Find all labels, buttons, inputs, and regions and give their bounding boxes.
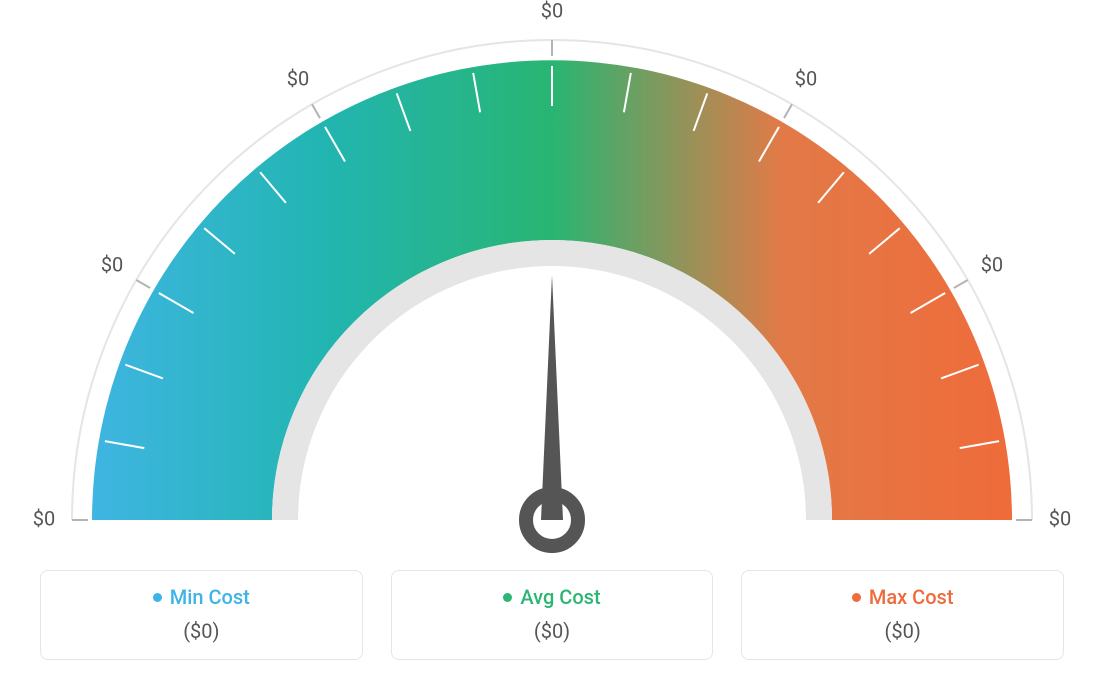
gauge-needle — [541, 275, 563, 520]
gauge-major-tick — [784, 104, 792, 118]
legend-value-avg: ($0) — [402, 619, 703, 643]
legend-value-max: ($0) — [752, 619, 1053, 643]
gauge-tick-label: $0 — [1049, 506, 1071, 530]
gauge-svg: $0 $0 $0 $0 $0 $0 $0 — [0, 0, 1104, 560]
gauge-tick-label: $0 — [795, 66, 817, 90]
gauge-tick-label: $0 — [33, 506, 55, 530]
legend-label-row: Min Cost — [51, 585, 352, 609]
legend-label-row: Max Cost — [752, 585, 1053, 609]
legend-dot-avg — [503, 593, 512, 602]
legend-box-min: Min Cost ($0) — [40, 570, 363, 660]
legend-box-max: Max Cost ($0) — [741, 570, 1064, 660]
legend-box-avg: Avg Cost ($0) — [391, 570, 714, 660]
gauge-tick-label: $0 — [101, 252, 123, 276]
gauge-tick-label: $0 — [981, 252, 1003, 276]
legend-dot-max — [852, 593, 861, 602]
gauge-major-tick — [954, 280, 968, 288]
legend-label-avg: Avg Cost — [520, 585, 600, 609]
gauge-major-tick — [312, 104, 320, 118]
legend-value-min: ($0) — [51, 619, 352, 643]
gauge-tick-label: $0 — [287, 66, 309, 90]
legend-row: Min Cost ($0) Avg Cost ($0) Max Cost ($0… — [0, 570, 1104, 660]
gauge-chart: $0 $0 $0 $0 $0 $0 $0 — [0, 0, 1104, 560]
legend-label-max: Max Cost — [869, 585, 954, 609]
legend-label-row: Avg Cost — [402, 585, 703, 609]
gauge-major-tick — [136, 280, 150, 288]
legend-dot-min — [153, 593, 162, 602]
gauge-tick-label: $0 — [541, 0, 563, 22]
legend-label-min: Min Cost — [170, 585, 250, 609]
